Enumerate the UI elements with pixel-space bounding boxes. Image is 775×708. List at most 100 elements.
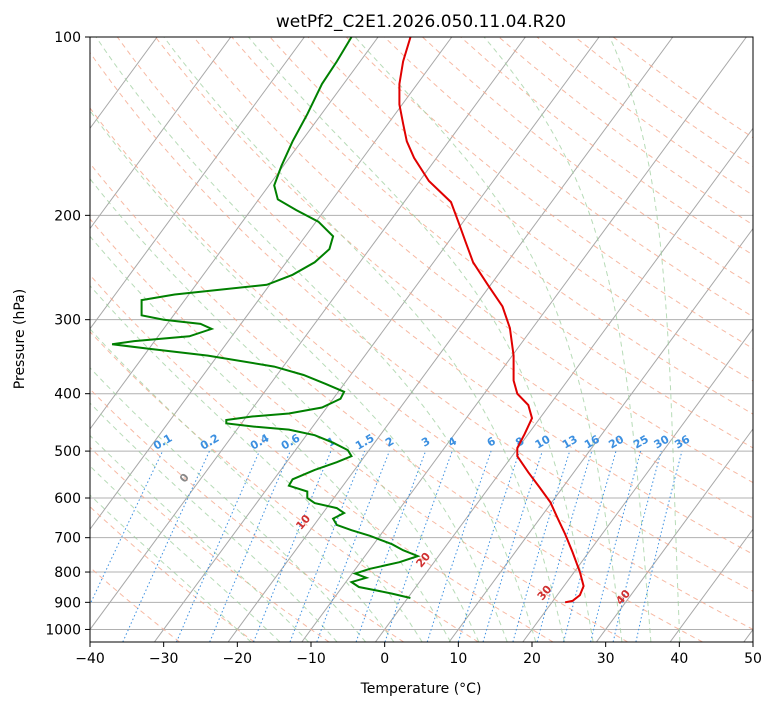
x-tick-label: 10 — [449, 651, 467, 667]
moist-adiabat-line — [90, 402, 338, 642]
y-tick-label: 400 — [54, 387, 81, 403]
mixing-ratio-line — [176, 450, 260, 642]
mixing-ratio-label: 3 — [419, 435, 432, 450]
mixing-ratio-line — [355, 450, 427, 642]
mixing-ratio-line — [90, 450, 164, 606]
dry-adiabat-line — [498, 37, 753, 226]
moist-adiabat-line — [90, 465, 281, 642]
y-axis: 100 200 300 400 500 600 700 800 900 1000 — [45, 30, 90, 638]
mixing-ratio-line — [426, 450, 492, 642]
mixing-ratio-line — [289, 450, 366, 642]
isotherm-line — [374, 127, 753, 642]
mixing-ratio-line — [316, 450, 390, 642]
dry-adiabat-line — [307, 37, 753, 382]
moist-adiabat-line — [90, 494, 252, 642]
y-tick-label: 500 — [54, 444, 81, 460]
dry-adiabat-line — [90, 566, 180, 642]
profile-series — [111, 37, 585, 604]
mixing-ratio-line — [482, 450, 543, 642]
dry-adiabat-line — [422, 37, 753, 287]
isotherm-line — [90, 37, 305, 330]
x-tick-label: 40 — [670, 651, 688, 667]
dry-adiabat-line — [460, 37, 753, 256]
y-tick-label: 100 — [54, 30, 81, 46]
moist-adiabat-line — [90, 434, 309, 642]
mixing-ratio-line — [512, 450, 571, 642]
moist-adiabat-line — [609, 37, 681, 642]
dry-adiabat-line — [612, 37, 753, 139]
isotherm-line — [90, 37, 232, 230]
mixing-ratio-label: 0.2 — [198, 432, 221, 453]
chart-title: wetPf2_C2E1.2026.050.11.04.R20 — [276, 12, 566, 32]
x-tick-label: −30 — [149, 651, 179, 667]
moist-adiabat-line — [90, 284, 423, 642]
y-tick-label: 600 — [54, 491, 81, 507]
mixing-ratio-label: 0.6 — [279, 431, 303, 452]
isotherm-line — [669, 528, 753, 642]
isotherm-line — [153, 37, 600, 642]
moist-adiabat-line — [354, 37, 623, 642]
x-tick-label: 30 — [597, 651, 615, 667]
dry-adiabat-label: 40 — [613, 587, 633, 607]
dry-adiabat-line — [90, 505, 255, 642]
mixing-ratio-line — [635, 450, 683, 642]
dry-adiabat-label: -10 — [62, 419, 85, 443]
isotherm-line — [90, 37, 526, 631]
isotherm-line — [90, 37, 453, 531]
mixing-ratio-label: 6 — [485, 434, 498, 449]
x-tick-label: −40 — [75, 651, 105, 667]
mixing-ratio-lines — [90, 450, 683, 642]
series-line-0 — [398, 37, 585, 604]
dry-adiabat-line — [90, 107, 753, 630]
x-axis-label: Temperature (°C) — [360, 681, 482, 697]
skewed-isotherms — [90, 37, 753, 642]
isotherm-line — [90, 37, 379, 430]
mixing-ratio-line — [457, 450, 521, 642]
mixing-ratio-line — [590, 450, 642, 642]
mixing-ratio-label: 30 — [652, 432, 672, 451]
series-line-1 — [111, 37, 421, 599]
mixing-ratio-label: 13 — [560, 433, 580, 452]
moist-adiabat-line — [90, 178, 480, 642]
mixing-ratio-line — [253, 450, 332, 642]
x-axis: −40 −30 −20 −10 0 10 20 30 40 50 — [75, 642, 762, 667]
mixing-ratio-label: 16 — [582, 432, 602, 451]
gridlines — [90, 37, 753, 630]
moist-adiabat-line — [90, 328, 395, 642]
isopleth-labels: 0.10.20.40.611.52346810131620253036-100-… — [62, 419, 692, 607]
mixing-ratio-line — [384, 450, 453, 642]
isotherm-line — [522, 327, 753, 642]
mixing-ratio-line — [563, 450, 617, 642]
x-tick-label: −10 — [296, 651, 326, 667]
y-tick-label: 1000 — [45, 622, 81, 638]
dry-adiabat-label: 0 — [177, 471, 192, 485]
isotherm-line — [448, 227, 753, 642]
dry-adiabat-line — [155, 37, 753, 519]
dry-adiabat-line — [116, 37, 753, 555]
dry-adiabats — [90, 37, 753, 642]
dry-adiabat-line — [90, 162, 703, 642]
mixing-ratio-line — [612, 450, 662, 642]
moist-adiabat-line — [90, 235, 451, 642]
moist-adiabat-line — [90, 367, 366, 642]
moist-adiabat-line — [90, 109, 508, 642]
plot-frame — [89, 36, 754, 643]
y-tick-label: 900 — [54, 595, 81, 611]
isotherm-line — [595, 428, 753, 642]
mixing-ratio-label: 4 — [446, 434, 459, 449]
dry-adiabat-line — [90, 51, 753, 592]
y-axis-label: Pressure (hPa) — [12, 289, 28, 389]
moist-adiabat-line — [95, 37, 537, 642]
dry-adiabat-line — [90, 274, 554, 642]
dry-adiabat-line — [384, 37, 753, 318]
dry-adiabat-line — [231, 37, 753, 449]
dry-adiabat-label: 30 — [535, 583, 555, 603]
isotherm-line — [227, 37, 674, 642]
x-tick-label: 50 — [744, 651, 762, 667]
mixing-ratio-label: 20 — [606, 432, 626, 451]
moist-adiabats — [90, 37, 681, 642]
moist-adiabat-line — [483, 37, 652, 642]
mixing-ratio-label: 2 — [383, 435, 396, 450]
y-tick-label: 800 — [54, 565, 81, 581]
